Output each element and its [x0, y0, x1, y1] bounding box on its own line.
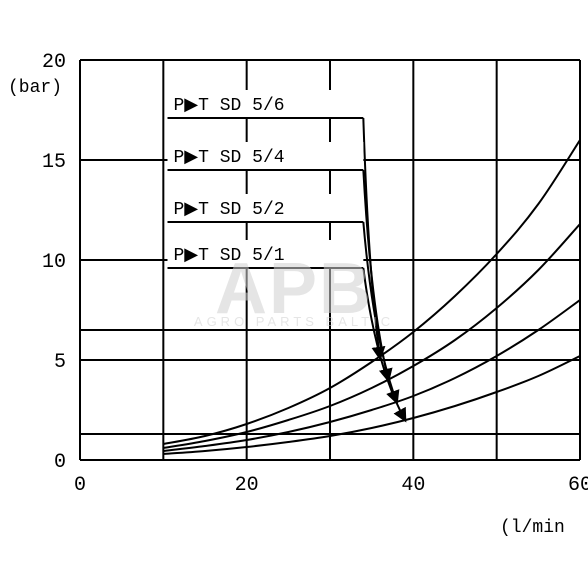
- legend-label-sd51: P▶T SD 5/1: [174, 246, 285, 266]
- svg-text:(l/min: (l/min: [500, 518, 565, 538]
- svg-text:20: 20: [235, 474, 259, 497]
- legend-label-sd56: P▶T SD 5/6: [174, 96, 285, 116]
- svg-text:15: 15: [42, 151, 66, 174]
- svg-text:10: 10: [42, 251, 66, 274]
- svg-text:5: 5: [54, 351, 66, 374]
- svg-text:40: 40: [401, 474, 425, 497]
- svg-text:20: 20: [42, 51, 66, 74]
- legend-label-sd52: P▶T SD 5/2: [174, 200, 285, 220]
- svg-text:(bar): (bar): [8, 78, 62, 98]
- svg-text:0: 0: [54, 451, 66, 474]
- chart-container: 0 20 40 60 0 5 10 15 20 (bar) (l/min P▶T SD 5/6 P▶T …: [0, 0, 588, 588]
- svg-text:0: 0: [74, 474, 86, 497]
- legend-label-sd54: P▶T SD 5/4: [174, 148, 285, 168]
- chart-svg: 0 20 40 60 0 5 10 15 20 (bar) (l/min P▶T SD 5/6 P▶T …: [0, 0, 588, 588]
- svg-text:60: 60: [568, 474, 588, 497]
